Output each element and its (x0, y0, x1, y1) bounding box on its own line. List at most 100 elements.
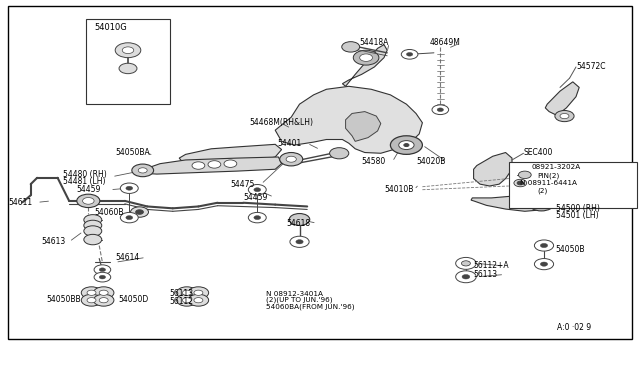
Circle shape (536, 200, 547, 207)
Circle shape (289, 214, 310, 225)
Text: N 08911-6441A: N 08911-6441A (520, 180, 577, 186)
Circle shape (177, 287, 197, 299)
Circle shape (177, 294, 197, 306)
Text: 56113: 56113 (474, 270, 498, 279)
Text: 08921-3202A: 08921-3202A (531, 164, 580, 170)
Text: 54480 (RH): 54480 (RH) (63, 170, 106, 179)
Text: 54050B: 54050B (556, 245, 585, 254)
Circle shape (99, 298, 108, 303)
Text: 54481 (LH): 54481 (LH) (63, 177, 105, 186)
Text: 54614: 54614 (115, 253, 140, 262)
Circle shape (194, 290, 203, 295)
Circle shape (534, 259, 554, 270)
Text: 54050BB: 54050BB (47, 295, 81, 304)
Text: 54401: 54401 (277, 139, 301, 148)
Circle shape (131, 207, 148, 217)
Circle shape (248, 185, 266, 195)
Text: 56112: 56112 (170, 297, 194, 306)
Circle shape (122, 47, 134, 54)
Circle shape (462, 261, 470, 266)
Polygon shape (474, 153, 512, 186)
Circle shape (342, 42, 360, 52)
Circle shape (390, 136, 422, 154)
Text: 54501 (LH): 54501 (LH) (556, 211, 598, 220)
Text: 54020B: 54020B (416, 157, 445, 166)
Circle shape (456, 257, 476, 269)
Text: 54459: 54459 (77, 185, 101, 194)
Circle shape (254, 188, 260, 192)
Circle shape (84, 215, 102, 225)
Circle shape (93, 287, 114, 299)
Polygon shape (545, 82, 579, 115)
Text: 48649M: 48649M (430, 38, 461, 47)
Text: 54613: 54613 (42, 237, 66, 246)
Circle shape (555, 110, 574, 122)
Circle shape (188, 294, 209, 306)
Bar (509, 162, 637, 208)
Circle shape (518, 171, 531, 179)
Circle shape (188, 287, 209, 299)
Polygon shape (140, 157, 282, 174)
Circle shape (182, 298, 191, 303)
Circle shape (84, 220, 102, 231)
Circle shape (296, 240, 303, 244)
Circle shape (406, 52, 413, 56)
Circle shape (87, 290, 96, 295)
Circle shape (461, 261, 470, 266)
Bar (86, 19, 170, 104)
Circle shape (115, 43, 141, 58)
Polygon shape (179, 144, 282, 164)
Circle shape (456, 271, 476, 283)
Circle shape (99, 290, 108, 295)
Text: 54618: 54618 (287, 219, 311, 228)
Text: 54050D: 54050D (118, 295, 148, 304)
Text: (2): (2) (538, 187, 548, 194)
Polygon shape (346, 112, 381, 141)
Circle shape (132, 164, 154, 177)
Circle shape (93, 294, 114, 306)
Circle shape (286, 156, 296, 162)
Circle shape (399, 141, 414, 150)
Circle shape (517, 181, 524, 185)
Text: 54459: 54459 (243, 193, 268, 202)
Bar (8, 6, 632, 339)
Text: 54050BA: 54050BA (115, 148, 150, 157)
Text: 54475: 54475 (230, 180, 255, 189)
Circle shape (540, 243, 548, 248)
Text: SEC400: SEC400 (524, 148, 553, 157)
Circle shape (404, 144, 409, 147)
Circle shape (99, 268, 106, 272)
Circle shape (192, 162, 205, 169)
Circle shape (401, 49, 418, 59)
Circle shape (208, 161, 221, 168)
Circle shape (99, 275, 106, 279)
Polygon shape (342, 45, 387, 86)
Circle shape (529, 196, 554, 211)
Text: 54418A: 54418A (360, 38, 389, 47)
Text: PIN(2): PIN(2) (538, 172, 560, 179)
Circle shape (81, 287, 102, 299)
Text: 54060B: 54060B (95, 208, 124, 217)
Polygon shape (275, 86, 422, 153)
Circle shape (94, 272, 111, 282)
Circle shape (280, 153, 303, 166)
Circle shape (120, 183, 138, 193)
Circle shape (84, 226, 102, 236)
Circle shape (87, 298, 96, 303)
Text: N 08912-3401A: N 08912-3401A (266, 291, 323, 297)
Text: (2)(UP TO JUN.'96): (2)(UP TO JUN.'96) (266, 297, 332, 304)
Circle shape (136, 210, 143, 214)
Circle shape (194, 298, 203, 303)
Circle shape (514, 179, 527, 187)
Circle shape (290, 236, 309, 247)
Text: 54010G: 54010G (94, 23, 127, 32)
Circle shape (83, 198, 94, 204)
Circle shape (120, 212, 138, 223)
Circle shape (360, 54, 372, 61)
Text: 54572C: 54572C (576, 62, 605, 71)
Polygon shape (471, 195, 544, 211)
Text: 54500 (RH): 54500 (RH) (556, 204, 600, 213)
Circle shape (534, 240, 554, 251)
Circle shape (77, 194, 100, 208)
Circle shape (94, 265, 111, 275)
